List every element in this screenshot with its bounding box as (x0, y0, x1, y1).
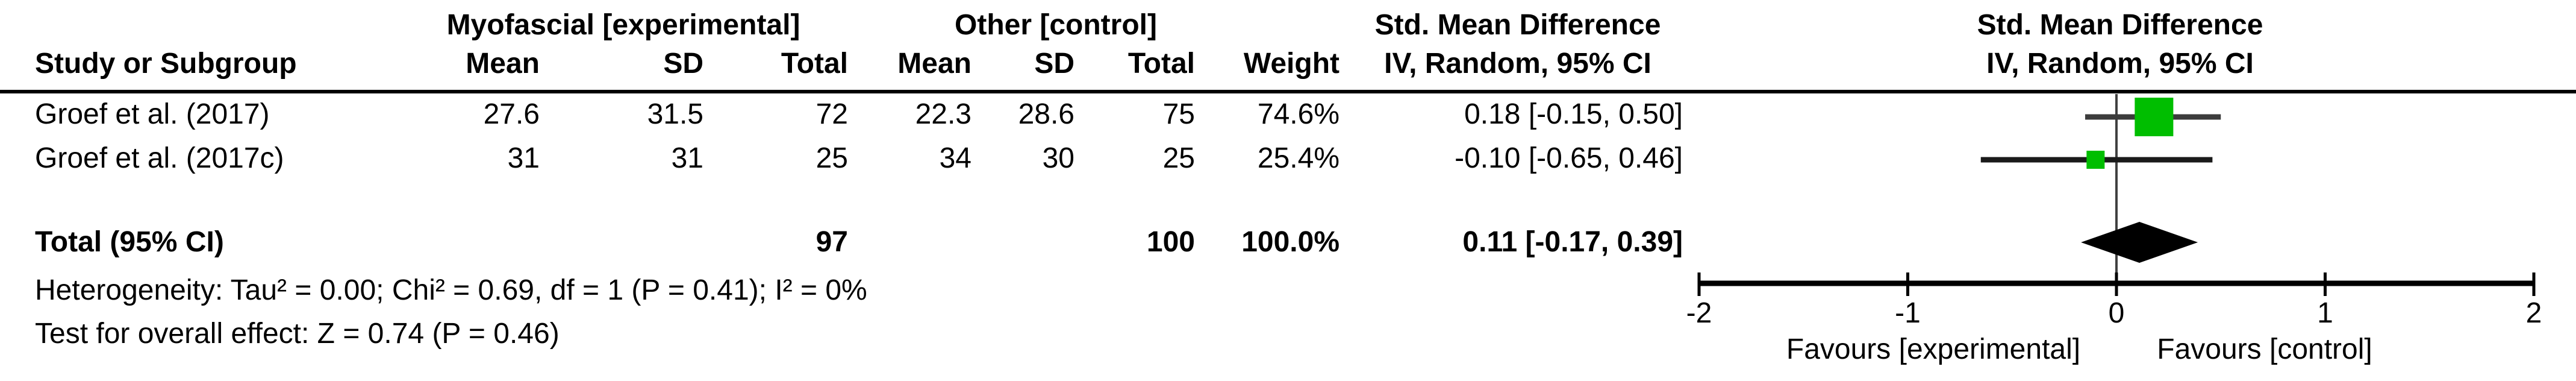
axis-tick-label: 0 (2109, 297, 2125, 329)
group-header-experimental: Myofascial [experimental] (446, 9, 800, 41)
mean-ctrl: 22.3 (915, 98, 971, 130)
heterogeneity-text: Heterogeneity: Tau² = 0.00; Chi² = 0.69,… (35, 274, 867, 306)
favours-left-label: Favours [experimental] (1786, 333, 2080, 365)
sd-exp: 31.5 (647, 98, 703, 130)
col-header-mean-ctrl: Mean (897, 48, 971, 80)
favours-right-label: Favours [control] (2157, 333, 2372, 365)
weight-value: 74.6% (1257, 98, 1339, 130)
forest-plot-canvas: -2 -1 0 1 2 Favours [experimental] Favours [co… (1686, 94, 2542, 365)
col-header-total-ctrl: Total (1127, 48, 1195, 80)
total-ctrl: 25 (1162, 142, 1195, 174)
sd-ctrl: 28.6 (1018, 98, 1074, 130)
sd-ctrl: 30 (1042, 142, 1074, 174)
sd-exp: 31 (671, 142, 703, 174)
axis-tick-label: 1 (2317, 297, 2333, 329)
group-header-control: Other [control] (955, 9, 1157, 41)
col-header-ci-plot: IV, Random, 95% CI (1986, 48, 2254, 80)
mean-exp: 27.6 (483, 98, 540, 130)
col-header-ci: IV, Random, 95% CI (1384, 48, 1651, 80)
study-name: Groef et al. (2017c) (35, 142, 284, 174)
col-header-mean-exp: Mean (466, 48, 540, 80)
col-header-weight: Weight (1243, 48, 1339, 80)
study-marker (2135, 98, 2174, 136)
group-header-smd-text: Std. Mean Difference (1374, 9, 1661, 41)
axis-tick-label: -1 (1895, 297, 1921, 329)
total-row-n-ctrl: 100 (1146, 226, 1195, 258)
total-exp: 72 (816, 98, 848, 130)
total-ctrl: 75 (1162, 98, 1195, 130)
group-header-smd-plot: Std. Mean Difference (1977, 9, 2263, 41)
mean-exp: 31 (507, 142, 540, 174)
study-name: Groef et al. (2017) (35, 98, 270, 130)
col-header-total-exp: Total (781, 48, 848, 80)
col-header-sd-exp: SD (663, 48, 703, 80)
axis-tick-label: -2 (1686, 297, 1712, 329)
ci-value: 0.18 [-0.15, 0.50] (1464, 98, 1683, 130)
total-exp: 25 (816, 142, 848, 174)
total-row-n-exp: 97 (816, 226, 848, 258)
weight-value: 25.4% (1257, 142, 1339, 174)
total-diamond (2081, 222, 2198, 263)
total-row-ci: 0.11 [-0.17, 0.39] (1462, 226, 1683, 258)
col-header-study: Study or Subgroup (35, 48, 297, 80)
study-marker (2086, 151, 2105, 169)
col-header-sd-ctrl: SD (1034, 48, 1074, 80)
total-row-weight: 100.0% (1241, 226, 1339, 258)
header-separator-line (0, 90, 2576, 93)
overall-effect-text: Test for overall effect: Z = 0.74 (P = 0… (35, 318, 560, 350)
ci-value: -0.10 [-0.65, 0.46] (1455, 142, 1683, 174)
mean-ctrl: 34 (939, 142, 971, 174)
axis-tick-label: 2 (2526, 297, 2542, 329)
total-row-label: Total (95% CI) (35, 226, 224, 258)
